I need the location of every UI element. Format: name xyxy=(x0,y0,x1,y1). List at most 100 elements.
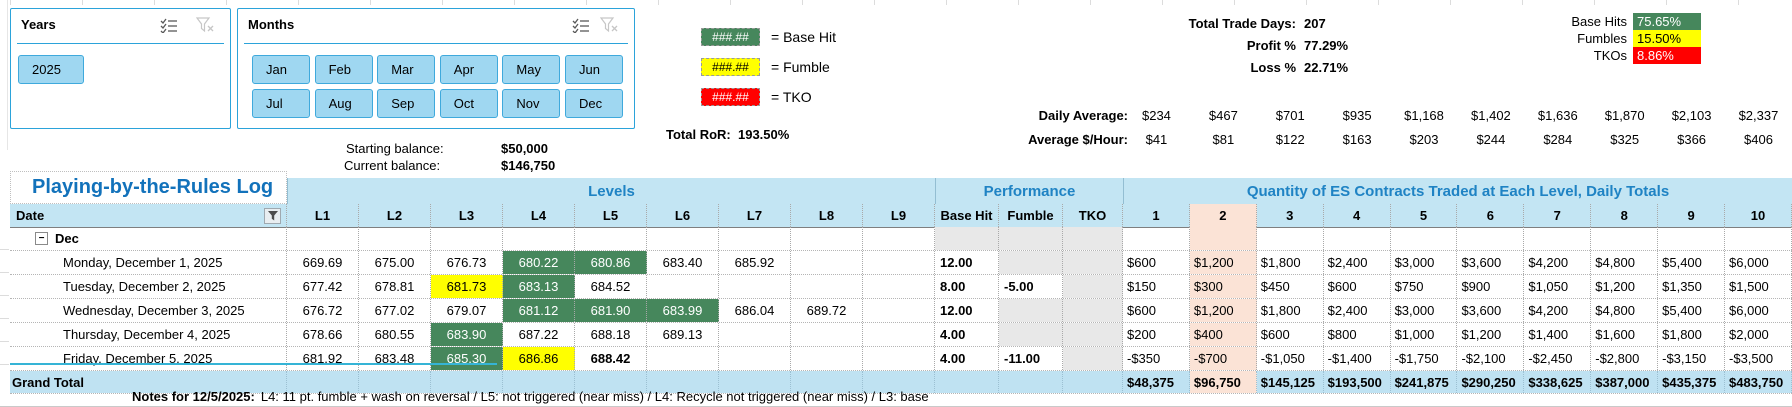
slicer-button-may[interactable]: May xyxy=(502,55,561,84)
level-cell[interactable]: 681.92 xyxy=(287,347,359,370)
quantity-total-cell[interactable]: $387,000 xyxy=(1591,371,1659,393)
level-cell[interactable]: 677.42 xyxy=(287,275,359,298)
level-cell[interactable] xyxy=(791,227,863,250)
column-header-qty-3[interactable]: 3 xyxy=(1256,204,1324,227)
level-cell[interactable]: 688.42 xyxy=(575,347,647,370)
slicer-button-jan[interactable]: Jan xyxy=(252,55,310,84)
slicer-button-apr[interactable]: Apr xyxy=(439,55,498,84)
performance-cell[interactable]: 4.00 xyxy=(935,323,999,346)
level-cell[interactable] xyxy=(863,227,935,250)
column-header-l3[interactable]: L3 xyxy=(431,204,503,227)
level-cell[interactable] xyxy=(791,275,863,298)
level-cell[interactable]: 678.66 xyxy=(287,323,359,346)
level-cell[interactable]: 681.90 xyxy=(575,299,647,322)
quantity-cell[interactable]: $1,800 xyxy=(1658,323,1726,346)
performance-cell[interactable] xyxy=(999,251,1063,274)
performance-cell[interactable]: 8.00 xyxy=(935,275,999,298)
quantity-cell[interactable] xyxy=(1591,227,1659,250)
clear-filter-icon[interactable] xyxy=(599,16,619,34)
quantity-total-cell[interactable]: $483,750 xyxy=(1725,371,1792,393)
slicer-button-feb[interactable]: Feb xyxy=(314,55,373,84)
level-cell[interactable] xyxy=(431,227,503,250)
level-cell[interactable] xyxy=(863,347,935,370)
column-header-base-hit[interactable]: Base Hit xyxy=(935,204,999,227)
quantity-cell[interactable]: $400 xyxy=(1189,323,1257,346)
performance-cell[interactable]: 12.00 xyxy=(935,251,999,274)
column-header-qty-1[interactable]: 1 xyxy=(1123,204,1190,227)
quantity-cell[interactable] xyxy=(1391,227,1458,250)
performance-total-cell[interactable] xyxy=(935,371,999,393)
performance-cell[interactable]: -11.00 xyxy=(999,347,1063,370)
level-cell[interactable] xyxy=(287,227,359,250)
level-total-cell[interactable] xyxy=(287,371,359,393)
performance-cell[interactable] xyxy=(999,299,1063,322)
slicer-button-sep[interactable]: Sep xyxy=(377,89,436,118)
quantity-cell[interactable]: $6,000 xyxy=(1725,299,1792,322)
performance-cell[interactable] xyxy=(999,227,1063,250)
quantity-total-cell[interactable]: $48,375 xyxy=(1123,371,1190,393)
performance-cell[interactable] xyxy=(1063,323,1123,346)
level-cell[interactable]: 683.13 xyxy=(503,275,575,298)
quantity-cell[interactable]: $1,200 xyxy=(1189,251,1257,274)
quantity-cell[interactable]: $1,800 xyxy=(1257,299,1324,322)
column-header-qty-5[interactable]: 5 xyxy=(1390,204,1458,227)
quantity-cell[interactable]: $300 xyxy=(1189,275,1257,298)
level-cell[interactable]: 676.72 xyxy=(287,299,359,322)
group-header-quantity[interactable]: Quantity of ES Contracts Traded at Each … xyxy=(1123,178,1792,204)
quantity-cell[interactable] xyxy=(1524,227,1592,250)
quantity-total-cell[interactable]: $193,500 xyxy=(1323,371,1391,393)
level-cell[interactable] xyxy=(863,323,935,346)
level-total-cell[interactable] xyxy=(863,371,935,393)
level-cell[interactable]: 684.52 xyxy=(575,275,647,298)
quantity-cell[interactable]: $600 xyxy=(1123,299,1190,322)
date-cell[interactable]: Tuesday, December 2, 2025 xyxy=(10,275,287,298)
quantity-cell[interactable]: $3,600 xyxy=(1457,299,1525,322)
column-header-l4[interactable]: L4 xyxy=(503,204,575,227)
level-cell[interactable] xyxy=(791,323,863,346)
quantity-cell[interactable]: $1,200 xyxy=(1457,323,1525,346)
quantity-cell[interactable]: -$700 xyxy=(1189,347,1257,370)
quantity-cell[interactable]: -$1,050 xyxy=(1257,347,1324,370)
quantity-cell[interactable]: $800 xyxy=(1324,323,1391,346)
multi-select-icon[interactable] xyxy=(159,16,179,34)
quantity-cell[interactable]: -$3,500 xyxy=(1725,347,1792,370)
performance-cell[interactable] xyxy=(1063,347,1123,370)
column-header-l8[interactable]: L8 xyxy=(791,204,863,227)
level-cell[interactable] xyxy=(791,251,863,274)
quantity-cell[interactable]: $2,000 xyxy=(1725,323,1792,346)
column-header-qty-8[interactable]: 8 xyxy=(1591,204,1659,227)
quantity-cell[interactable]: $600 xyxy=(1257,323,1324,346)
quantity-total-cell[interactable]: $338,625 xyxy=(1524,371,1592,393)
performance-cell[interactable] xyxy=(1063,227,1123,250)
level-cell[interactable]: 676.73 xyxy=(431,251,503,274)
column-header-fumble[interactable]: Fumble xyxy=(999,204,1063,227)
column-header-qty-6[interactable]: 6 xyxy=(1457,204,1525,227)
quantity-cell[interactable]: $5,400 xyxy=(1658,251,1726,274)
level-total-cell[interactable] xyxy=(575,371,647,393)
level-cell[interactable]: 686.86 xyxy=(503,347,575,370)
level-cell[interactable]: 689.72 xyxy=(791,299,863,322)
quantity-cell[interactable]: $1,400 xyxy=(1524,323,1592,346)
performance-cell[interactable]: -5.00 xyxy=(999,275,1063,298)
quantity-cell[interactable]: $600 xyxy=(1123,251,1190,274)
level-cell[interactable]: 683.40 xyxy=(647,251,719,274)
level-total-cell[interactable] xyxy=(791,371,863,393)
level-cell[interactable] xyxy=(647,275,719,298)
column-header-l1[interactable]: L1 xyxy=(287,204,359,227)
date-filter-button[interactable] xyxy=(264,207,281,224)
level-cell[interactable]: 680.86 xyxy=(575,251,647,274)
level-total-cell[interactable] xyxy=(719,371,791,393)
quantity-total-cell[interactable]: $96,750 xyxy=(1189,371,1257,393)
quantity-cell[interactable] xyxy=(1123,227,1190,250)
quantity-cell[interactable]: -$350 xyxy=(1123,347,1190,370)
quantity-cell[interactable]: $1,200 xyxy=(1189,299,1257,322)
date-cell[interactable]: Friday, December 5, 2025 xyxy=(10,347,287,370)
column-header-l5[interactable]: L5 xyxy=(575,204,647,227)
performance-total-cell[interactable] xyxy=(999,371,1063,393)
quantity-total-cell[interactable]: $241,875 xyxy=(1390,371,1458,393)
quantity-cell[interactable] xyxy=(1658,227,1726,250)
date-cell[interactable]: Monday, December 1, 2025 xyxy=(10,251,287,274)
level-total-cell[interactable] xyxy=(647,371,719,393)
quantity-cell[interactable]: -$2,100 xyxy=(1457,347,1525,370)
level-cell[interactable]: 685.30 xyxy=(431,347,503,370)
